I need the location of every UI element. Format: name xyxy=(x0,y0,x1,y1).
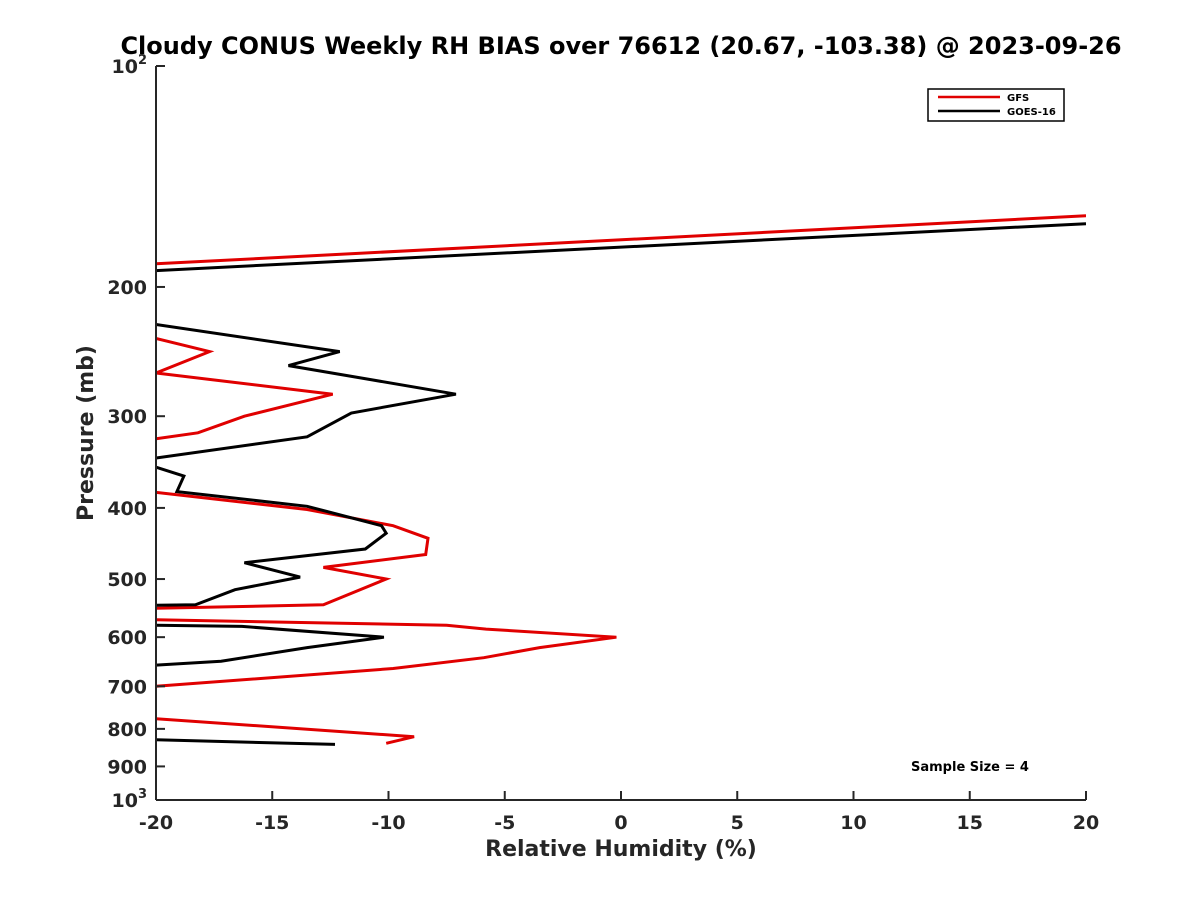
y-tick-label: 200 xyxy=(107,277,147,299)
series-gfs-line-4 xyxy=(156,618,617,688)
legend-label-gfs: GFS xyxy=(1007,93,1029,104)
x-tick-label: -10 xyxy=(371,812,405,834)
series-goes16-line-5 xyxy=(156,738,336,746)
y-tick-label: 900 xyxy=(107,756,147,778)
series-gfs-line-1 xyxy=(156,214,1086,266)
y-tick-label: 500 xyxy=(107,569,147,591)
series-gfs-line-5 xyxy=(156,717,415,745)
x-tick-label: 15 xyxy=(957,812,983,834)
x-axis-label: Relative Humidity (%) xyxy=(485,837,757,862)
axes-layer: -20 -15 -10 -5 0 5 10 15 20 102 200 300 400 500 600 700… xyxy=(107,53,1099,834)
y-axis-label: Pressure (mb) xyxy=(74,345,99,521)
y-tick-label: 103 xyxy=(112,787,148,812)
legend: GFS GOES-16 xyxy=(927,88,1065,122)
x-tick-label: -20 xyxy=(139,812,173,834)
series-gfs-line-2 xyxy=(156,336,334,441)
legend-label-goes16: GOES-16 xyxy=(1007,107,1056,118)
y-tick-label: 400 xyxy=(107,498,147,520)
y-tick-label: 102 xyxy=(112,53,148,78)
plot-area xyxy=(156,214,1086,746)
y-tick-label: 700 xyxy=(107,676,147,698)
y-tick-label: 800 xyxy=(107,719,147,741)
series-goes16-line-4 xyxy=(156,623,385,667)
y-tick-label: 600 xyxy=(107,627,147,649)
x-tick-label: 10 xyxy=(840,812,866,834)
x-tick-label: -15 xyxy=(255,812,289,834)
series-goes16-line-2 xyxy=(156,323,457,460)
x-tick-label: 0 xyxy=(614,812,627,834)
y-tick-label: 300 xyxy=(107,406,147,428)
x-tick-label: -5 xyxy=(494,812,515,834)
series-goes16-line-1 xyxy=(156,222,1086,273)
legend-box xyxy=(927,88,1065,122)
chart-title: Cloudy CONUS Weekly RH BIAS over 76612 (… xyxy=(120,32,1121,60)
x-tick-label: 5 xyxy=(731,812,744,834)
data-layer xyxy=(156,214,1086,746)
series-goes16-line-3 xyxy=(156,465,389,607)
x-tick-label: 20 xyxy=(1073,812,1099,834)
sample-size-annotation: Sample Size = 4 xyxy=(911,760,1029,775)
